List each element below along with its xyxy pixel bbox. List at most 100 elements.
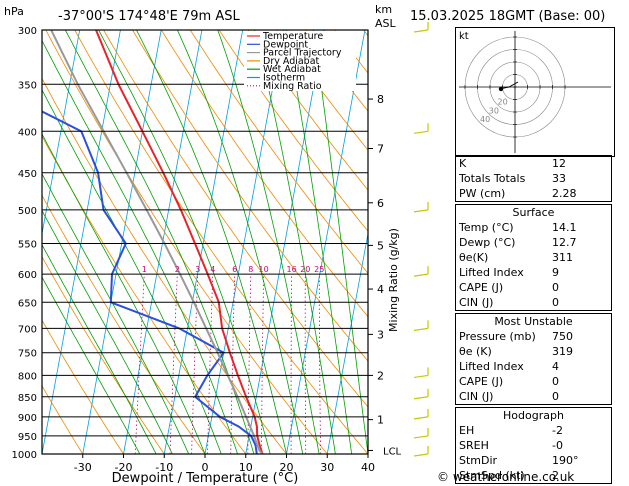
most-unstable-title: Most Unstable — [494, 315, 573, 328]
mixing-ratio-line — [169, 274, 178, 454]
pressure-tick-label: 750 — [18, 349, 37, 360]
surface-label: CAPE (J) — [459, 281, 504, 294]
pressure-tick-label: 600 — [18, 270, 37, 281]
dry-adiabat-line — [247, 30, 368, 191]
most-unstable-row: θe (K) 319 — [456, 344, 611, 359]
wet-adiabat-line — [136, 30, 287, 454]
most-unstable-label: Lifted Index — [459, 360, 524, 373]
hodograph-stat-label: EH — [459, 424, 475, 437]
isotherm-line — [42, 30, 81, 236]
hodograph-stat-label: StmSpd (kt) — [459, 469, 525, 482]
mixing-ratio-label: 4 — [210, 265, 215, 274]
pressure-tick-label: 850 — [18, 393, 37, 404]
most-unstable-value: 4 — [552, 360, 559, 373]
stats-panel: K 12 Totals Totals 33 PW (cm) 2.28 Surface Te… — [455, 155, 612, 486]
dewpoint-profile — [42, 110, 258, 454]
hodograph-stat-label: StmDir — [459, 454, 498, 467]
wet-adiabat-line — [64, 30, 255, 454]
mixing-ratio-line — [230, 274, 236, 454]
surface-label: θe(K) — [459, 251, 489, 264]
hodograph-stat-row: StmSpd (kt) 2 — [456, 468, 611, 483]
surface-row: θe(K) 311 — [456, 250, 611, 265]
legend-entry: Mixing Ratio — [263, 81, 322, 92]
mixing-ratio-label: 6 — [232, 265, 237, 274]
temperature-profile — [95, 30, 264, 454]
most-unstable-value: 319 — [552, 345, 573, 358]
pressure-tick-label: 350 — [18, 80, 37, 91]
hodograph-stats-box: Hodograph EH -2 SREH -0 StmDir 190° StmSpd (kt… — [455, 407, 612, 484]
asl-axis-label: ASL — [375, 17, 397, 30]
surface-value: 14.1 — [552, 221, 577, 234]
isotherm-line — [286, 30, 366, 454]
most-unstable-label: CIN (J) — [459, 390, 494, 403]
surface-row: Dewp (°C) 12.7 — [456, 235, 611, 250]
mixing-ratio-label: 25 — [314, 265, 324, 274]
isotherm-line — [204, 30, 284, 454]
isotherm-line — [82, 30, 162, 454]
surface-value: 0 — [552, 296, 559, 309]
legend-entry: Dry Adiabat — [263, 56, 320, 67]
dry-adiabat-line — [42, 77, 287, 454]
most-unstable-value: 750 — [552, 330, 573, 343]
isotherm-line — [326, 231, 368, 454]
isotherm-line — [163, 30, 244, 454]
most-unstable-value: 0 — [552, 375, 559, 388]
hodograph-stat-row: EH -2 — [456, 423, 611, 438]
pressure-tick-label: 650 — [18, 298, 37, 309]
surface-value: 311 — [552, 251, 573, 264]
index-row: Totals Totals 33 — [456, 171, 611, 186]
surface-row: Lifted Index 9 — [456, 265, 611, 280]
pressure-tick-label: 400 — [18, 127, 37, 138]
index-value: 12 — [552, 157, 566, 170]
surface-label: Dewp (°C) — [459, 236, 516, 249]
km-tick-label: 3 — [377, 328, 384, 341]
mixing-ratio-line — [261, 274, 264, 454]
index-label: Totals Totals — [459, 172, 526, 185]
legend-entry: Temperature — [262, 31, 323, 42]
dry-adiabat-line — [42, 385, 84, 454]
wind-barb-flag — [413, 435, 429, 439]
hodograph-stat-label: SREH — [459, 439, 489, 452]
legend-entry: Isotherm — [263, 73, 305, 84]
mixing-ratio-line — [304, 274, 307, 454]
km-axis-label: km — [375, 3, 392, 16]
wind-barb-flag — [413, 273, 429, 277]
isotherm-line — [245, 30, 325, 454]
surface-label: Lifted Index — [459, 266, 524, 279]
wind-barb-flag — [413, 374, 429, 379]
km-tick-label: 6 — [377, 197, 384, 210]
legend-entry: Dewpoint — [263, 39, 308, 50]
isotherm-line — [42, 30, 121, 454]
wind-barb-flag — [413, 327, 429, 331]
x-tick-label: -30 — [74, 461, 92, 474]
hodograph-stats-title: Hodograph — [503, 409, 564, 422]
most-unstable-value: 0 — [552, 390, 559, 403]
copyright-text: © weatheronline.co.uk — [437, 470, 575, 484]
hpa-axis-label: hPa — [4, 5, 24, 18]
mixing-ratio-line — [290, 274, 292, 454]
pressure-tick-label: 300 — [18, 26, 37, 37]
hodograph-stat-value: 2 — [552, 469, 559, 482]
x-tick-label: -10 — [155, 461, 173, 474]
hodograph-ring-label: 20 — [498, 98, 508, 107]
index-row: K 12 — [456, 156, 611, 171]
dry-adiabat-line — [189, 30, 368, 274]
most-unstable-label: Pressure (mb) — [459, 330, 536, 343]
most-unstable-row: CAPE (J) 0 — [456, 374, 611, 389]
mixing-ratio-label: 1 — [142, 265, 147, 274]
surface-value: 12.7 — [552, 236, 577, 249]
most-unstable-row: CIN (J) 0 — [456, 389, 611, 404]
index-row: PW (cm) 2.28 — [456, 186, 611, 201]
index-label: K — [459, 157, 467, 170]
km-tick-label: 2 — [377, 369, 384, 382]
surface-row: Temp (°C) 14.1 — [456, 220, 611, 235]
mixing-ratio-line — [191, 274, 199, 454]
dry-adiabat-line — [42, 319, 124, 454]
x-tick-label: 0 — [202, 461, 209, 474]
pressure-tick-label: 550 — [18, 239, 37, 250]
wind-barbs — [413, 22, 429, 457]
hodograph-unit-label: kt — [459, 31, 469, 42]
